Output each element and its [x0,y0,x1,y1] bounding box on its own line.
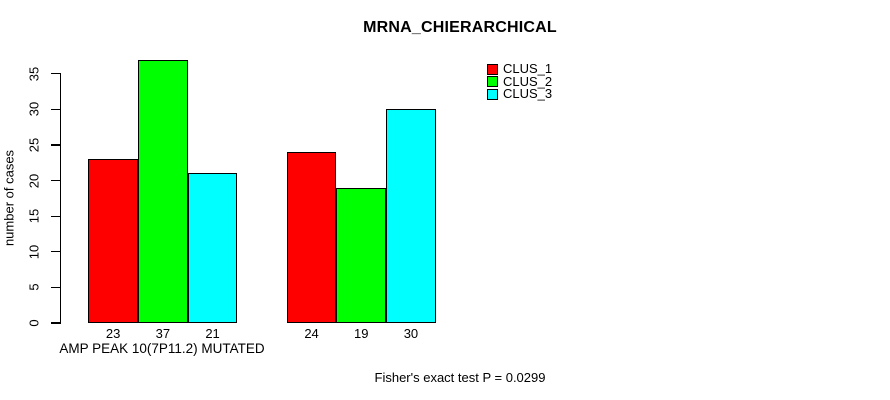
y-tick-label: 35 [26,66,42,82]
legend-item: CLUS_2 [487,73,553,89]
bar-value-label: 37 [155,326,171,341]
y-tick-mark [51,286,61,288]
bar-value-label: 21 [205,326,220,341]
legend-swatch [487,76,498,88]
chart-title: MRNA_CHIERARCHICAL [363,19,557,36]
x-category-label: AMP PEAK 10(7P11.2) MUTATED [59,341,265,356]
y-tick-mark [51,108,61,110]
y-axis-label: number of cases [1,149,17,247]
legend-label: CLUS_1 [503,61,553,77]
bar-clus_2-group1 [138,59,188,323]
y-tick-label: 15 [26,208,42,224]
bar-clus_1-group1 [88,159,138,323]
y-tick-label: 10 [26,244,42,260]
bar-clus_2-group2 [336,187,387,323]
bar-value-label: 30 [403,326,419,341]
legend-item: CLUS_1 [487,61,553,77]
y-tick-label: 5 [26,283,42,292]
y-tick-mark [51,144,61,146]
bar-value-label: 24 [304,326,319,341]
y-tick-label: 0 [26,319,42,327]
bar-clus_1-group2 [286,152,337,323]
bar-value-label: 19 [354,326,369,341]
legend-label: CLUS_3 [503,86,553,102]
y-tick-mark [51,322,61,324]
y-tick-label: 20 [26,173,42,188]
bar-value-label: 23 [105,326,121,341]
y-tick-mark [51,73,61,75]
y-tick-mark [51,251,61,253]
y-axis-line [60,73,62,324]
legend-swatch [487,63,498,75]
legend-swatch [487,88,498,100]
legend: CLUS_1 CLUS_2 CLUS_3 [487,61,553,102]
legend-label: CLUS_2 [503,73,553,89]
y-tick-label: 30 [26,102,42,117]
legend-item: CLUS_3 [487,86,553,102]
annotation-text: Fisher's exact test P = 0.0299 [374,370,546,385]
y-tick-mark [51,180,61,182]
y-tick-label: 25 [26,137,42,153]
bar-clus_3-group1 [187,173,238,323]
y-tick-mark [51,215,61,217]
bar-clus_3-group2 [386,109,436,323]
